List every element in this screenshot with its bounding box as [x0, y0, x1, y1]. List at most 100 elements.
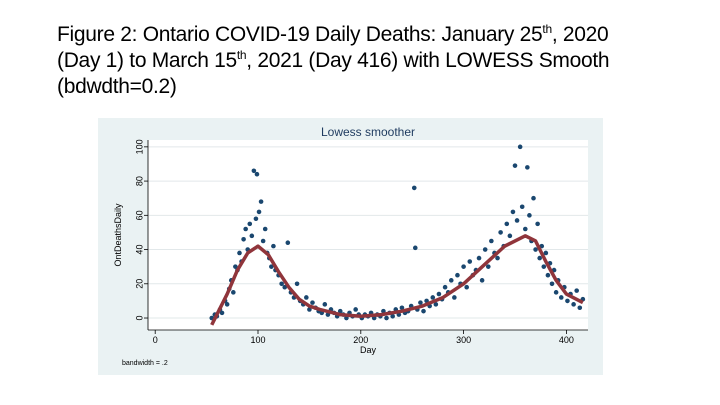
data-point — [282, 284, 288, 290]
data-point — [421, 308, 426, 314]
x-tick-label: 300 — [456, 335, 471, 345]
data-point — [256, 209, 262, 215]
title-text: , 2021 (Day 416) with LOWESS Smooth — [246, 49, 610, 72]
title-line: (bdwdth=0.2) — [57, 74, 697, 100]
data-point — [514, 218, 520, 223]
x-tick-label: 400 — [559, 335, 574, 345]
note: bandwidth = .2 — [122, 360, 168, 367]
data-point — [231, 290, 236, 295]
data-point — [269, 264, 274, 269]
data-point — [498, 230, 503, 235]
title-line: Figure 2: Ontario COVID-19 Daily Deaths:… — [57, 22, 697, 48]
data-point — [531, 195, 536, 201]
data-point — [224, 302, 230, 307]
data-point — [522, 226, 528, 232]
data-point — [482, 247, 488, 252]
data-point — [237, 250, 242, 256]
data-point — [448, 278, 454, 283]
data-point — [241, 236, 246, 242]
data-point — [399, 305, 405, 311]
data-point — [455, 272, 460, 278]
y-tick-label: 20 — [134, 279, 144, 289]
data-point — [565, 298, 570, 304]
data-point — [558, 295, 564, 300]
data-point — [489, 238, 494, 244]
data-point — [418, 300, 423, 305]
title-text: th — [542, 22, 552, 36]
y-tick-label: 80 — [134, 176, 144, 186]
data-point — [512, 163, 518, 168]
data-point — [310, 300, 315, 305]
data-point — [476, 255, 482, 261]
title-text: , 2020 — [551, 23, 609, 46]
data-point — [541, 264, 547, 269]
data-point — [574, 288, 579, 293]
data-point — [553, 290, 559, 295]
data-point — [411, 185, 417, 191]
data-point — [543, 250, 549, 256]
data-point — [260, 238, 266, 244]
data-point — [517, 144, 523, 150]
data-point — [436, 291, 442, 297]
data-point — [495, 255, 500, 261]
data-point — [533, 247, 538, 252]
lowess-line — [210, 234, 584, 326]
chart-title: Lowess smoother — [321, 125, 415, 139]
title-line: (Day 1) to March 15th, 2021 (Day 416) wi… — [57, 48, 697, 74]
data-point — [452, 295, 457, 300]
data-point — [304, 295, 309, 300]
y-tick-label: 60 — [134, 210, 144, 220]
data-point — [519, 204, 525, 210]
data-point — [545, 272, 551, 278]
data-point — [294, 281, 300, 287]
data-point — [337, 308, 343, 314]
data-point — [251, 168, 257, 174]
data-point — [442, 284, 448, 290]
slide-title: Figure 2: Ontario COVID-19 Daily Deaths:… — [57, 22, 697, 100]
data-point — [507, 233, 513, 239]
plot-area — [148, 140, 588, 330]
y-tick-label: 40 — [134, 245, 144, 255]
data-point — [384, 315, 389, 321]
data-point — [461, 264, 466, 269]
data-point — [430, 295, 436, 300]
data-point — [262, 226, 268, 232]
y-axis-label: OntDeathsDaily — [113, 203, 123, 267]
data-point — [271, 243, 276, 249]
x-axis-label: Day — [360, 345, 377, 355]
data-point — [322, 302, 328, 307]
data-point — [353, 307, 358, 312]
x-tick-label: 100 — [250, 335, 265, 345]
data-point — [504, 221, 510, 227]
data-point — [279, 281, 284, 287]
data-point — [285, 240, 291, 246]
data-point — [549, 281, 555, 287]
data-point — [390, 314, 395, 319]
data-point — [535, 221, 540, 227]
data-point — [479, 278, 485, 283]
data-point — [254, 171, 260, 177]
title-text: (Day 1) to March 15 — [57, 49, 237, 72]
title-text: th — [236, 48, 247, 62]
data-point — [510, 209, 516, 215]
data-point — [247, 221, 253, 227]
data-point — [258, 199, 264, 204]
data-point — [577, 305, 583, 311]
data-point — [243, 226, 248, 232]
data-point — [464, 284, 469, 290]
data-point — [249, 233, 255, 239]
data-point — [527, 213, 532, 218]
data-point — [525, 165, 530, 170]
data-point — [219, 310, 225, 316]
data-point — [571, 302, 576, 307]
data-point — [233, 264, 238, 269]
data-point — [433, 302, 439, 307]
y-tick-label: 0 — [134, 316, 144, 321]
data-point — [467, 259, 473, 264]
title-text: Figure 2: Ontario COVID-19 Daily Deaths:… — [57, 23, 543, 46]
x-tick-label: 0 — [153, 335, 158, 345]
data-point — [253, 216, 259, 222]
data-point — [485, 264, 491, 269]
